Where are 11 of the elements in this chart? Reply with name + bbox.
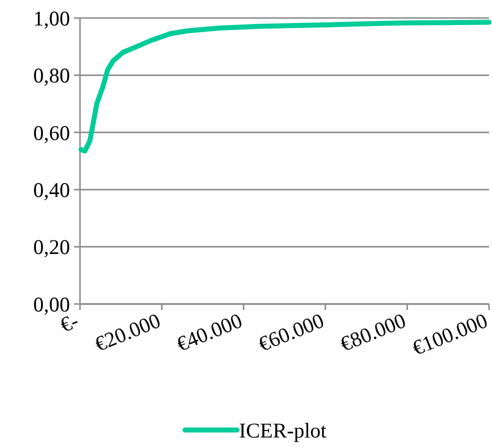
x-tick-label: €80.000 bbox=[336, 308, 410, 356]
x-tick-label: €40.000 bbox=[173, 308, 246, 356]
y-tick-label: 0,20 bbox=[33, 235, 70, 260]
y-tick-label: 0,60 bbox=[33, 120, 70, 145]
y-tick-label: 0,80 bbox=[33, 64, 70, 88]
y-tick-label: 1,00 bbox=[33, 6, 70, 30]
legend-label: ICER-plot bbox=[239, 418, 327, 442]
y-tick-label: 0,00 bbox=[33, 292, 70, 316]
y-tick-label: 0,40 bbox=[33, 178, 70, 202]
x-tick-label: €60.000 bbox=[255, 308, 328, 356]
x-tick-label: €20.000 bbox=[91, 308, 164, 356]
